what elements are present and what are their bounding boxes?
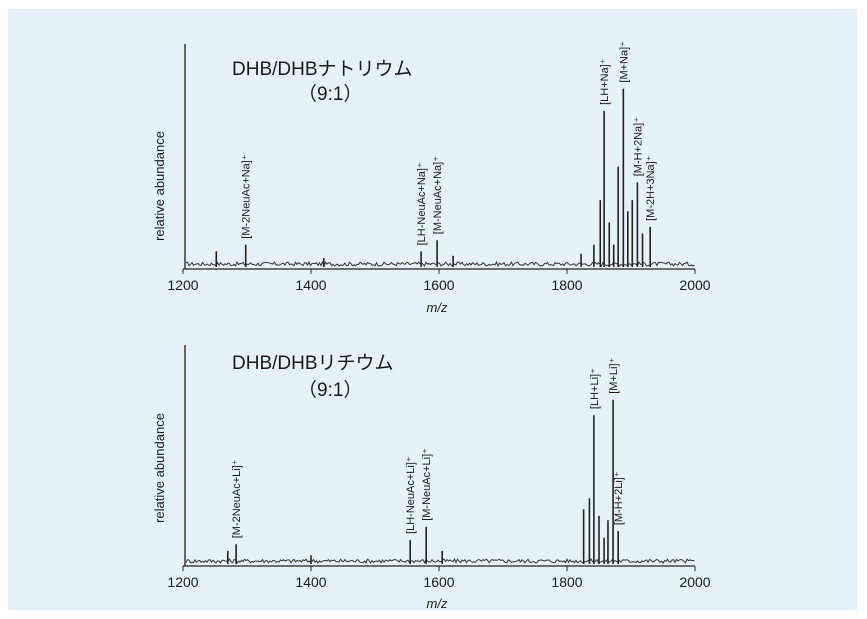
peak-annotation: [M-NeuAc+Na]⁺ — [432, 156, 444, 234]
peak-annotation: [M-H+2Li]⁺ — [613, 471, 625, 525]
x-tick-label: 1400 — [295, 277, 326, 293]
panel-subtitle: （9:1） — [298, 379, 362, 401]
peak-annotation: [LH-NeuAc+Li]⁺ — [405, 456, 417, 534]
panel-title: DHB/DHBナトリウム — [232, 59, 413, 80]
spectrum-panel-lithium: relative abundance DHB/DHBリチウム （9:1） 120… — [152, 345, 711, 611]
x-tick-label: 1800 — [551, 277, 582, 293]
x-tick-label: 2000 — [679, 574, 710, 590]
x-axis-title: m/z — [427, 596, 448, 610]
peak-annotation: [M-2H+3Na]⁺ — [645, 155, 657, 221]
peak-annotation: [M+Li]⁺ — [608, 357, 620, 393]
panel-subtitle: （9:1） — [298, 83, 362, 105]
figure-panel: relative abundance DHB/DHBナトリウム （9:1） 12… — [8, 9, 857, 611]
panel-title: DHB/DHBリチウム — [232, 353, 394, 374]
x-axis-title: m/z — [427, 300, 448, 315]
x-tick-label: 1200 — [167, 574, 198, 590]
peak-annotation: [M+Na]⁺ — [618, 41, 630, 83]
mass-spectra-chart: relative abundance DHB/DHBナトリウム （9:1） 12… — [152, 41, 711, 611]
x-tick-label: 1600 — [423, 277, 454, 293]
x-tick-label: 1400 — [295, 574, 326, 590]
peak-annotation: [M-2NeuAc+Na]⁺ — [241, 154, 253, 239]
baseline-noise — [185, 557, 695, 564]
peak-annotation: [M-H+2Na]⁺ — [632, 117, 644, 176]
spectrum-panel-sodium: relative abundance DHB/DHBナトリウム （9:1） 12… — [152, 41, 711, 315]
y-axis-title: relative abundance — [152, 413, 167, 523]
plot-area: 1200 1400 1600 1800 2000 [M-2NeuAc+Li]⁺ [LH-Ne… — [167, 345, 711, 590]
peak-annotation: [LH+Li]⁺ — [589, 368, 601, 409]
x-tick-label: 2000 — [679, 277, 710, 293]
plot-area: 1200 1400 1600 1800 2000 [M-2NeuAc+Na]⁺ [LH-Ne… — [167, 41, 710, 293]
y-axis-title: relative abundance — [152, 131, 167, 241]
x-tick-label: 1200 — [167, 277, 198, 293]
x-tick-label: 1800 — [551, 574, 582, 590]
peak-annotation: [M-NeuAc+Li]⁺ — [421, 448, 433, 521]
x-tick-label: 1600 — [423, 574, 454, 590]
peak-annotation: [LH-NeuAc+Na]⁺ — [416, 162, 428, 245]
peak-annotation: [LH+Na]⁺ — [599, 58, 611, 105]
peak-annotation: [M-2NeuAc+Li]⁺ — [231, 459, 243, 538]
